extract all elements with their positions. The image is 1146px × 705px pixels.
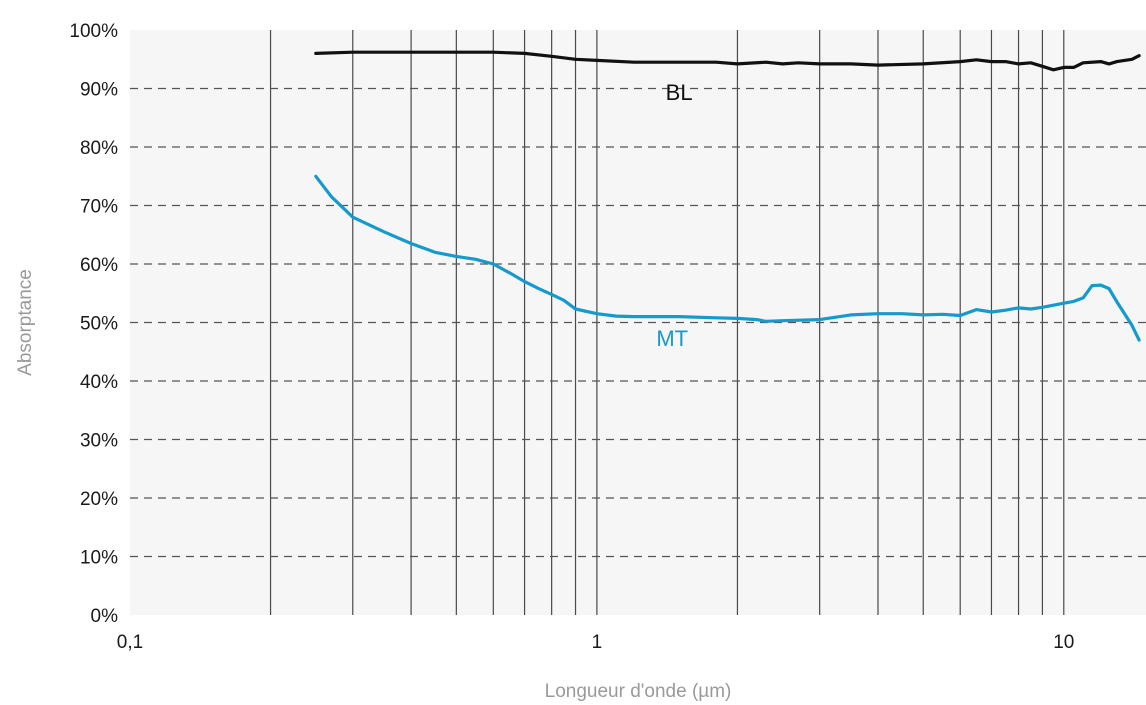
y-tick-label: 0%	[91, 606, 119, 627]
x-tick-label: 10	[1053, 632, 1074, 653]
series-layer	[314, 50, 1141, 342]
series-line-bl	[314, 50, 1141, 72]
y-tick-label: 60%	[80, 255, 118, 276]
y-tick-label: 100%	[69, 21, 118, 42]
x-tick-label: 1	[592, 632, 603, 653]
y-tick-label: 30%	[80, 431, 118, 452]
y-tick-label: 80%	[80, 138, 118, 159]
y-tick-label: 70%	[80, 197, 118, 218]
x-axis-title: Longueur d'onde (µm)	[545, 681, 732, 702]
y-tick-labels: 0% 10% 20% 30% 40% 50% 60% 70% 80% 90% 100%	[69, 21, 118, 627]
series-labels: BL MT	[656, 80, 692, 351]
x-tick-labels: 0,1 1 10	[117, 632, 1075, 653]
series-line-mt	[314, 174, 1141, 342]
y-axis-title: Absorptance	[15, 269, 36, 376]
y-tick-label: 10%	[80, 548, 118, 569]
y-tick-label: 90%	[80, 80, 118, 101]
y-gridlines	[130, 87, 1146, 558]
y-tick-label: 40%	[80, 372, 118, 393]
series-label-bl: BL	[666, 80, 693, 105]
y-tick-label: 20%	[80, 489, 118, 510]
series-label-mt: MT	[656, 326, 688, 351]
x-tick-label: 0,1	[117, 632, 143, 653]
y-tick-label: 50%	[80, 314, 118, 335]
